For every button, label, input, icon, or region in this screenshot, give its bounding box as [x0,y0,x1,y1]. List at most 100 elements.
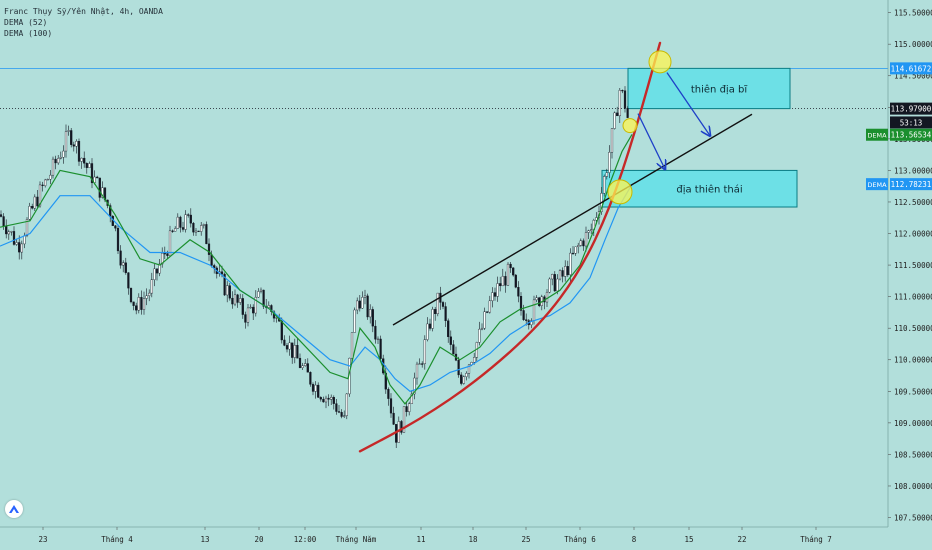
arrow-0 [666,72,710,136]
candle-body [304,363,307,366]
candle-body [12,231,16,245]
candle-body [202,224,205,226]
price-label-2: 53:13 [900,118,923,127]
candle-body [293,345,296,358]
y-tick-label-12: 109.50000 [894,387,932,396]
candle-body [179,216,182,228]
candle-body [137,297,140,311]
candle-body [522,310,525,320]
candle-body [408,403,411,413]
candle-body [608,152,611,173]
x-tick-label-11: 15 [684,535,693,544]
candle-body [460,374,463,384]
candle-body [387,388,390,399]
candle-body [618,90,621,117]
candle-body [127,272,130,289]
candle-body [499,283,502,287]
candle-body [532,299,536,321]
highlight-circle-1 [622,118,638,134]
tradingview-logo-icon[interactable] [5,500,23,518]
candle-body [327,397,330,400]
y-tick-label-16: 107.50000 [894,514,932,523]
candle-body [176,216,179,229]
candle-body [410,393,413,404]
price-label-box-4 [890,178,932,191]
candle-body [20,243,23,253]
candle-body [192,223,195,233]
candle-body [363,295,367,298]
candle-body [449,336,452,345]
candle-body [122,262,125,266]
candle-body [374,325,377,340]
candle-body [200,225,203,232]
candle-body [556,278,559,292]
candle-body [623,90,627,109]
price-label-box-0 [890,62,932,75]
candle-body [189,214,192,224]
candle-body [194,230,198,233]
y-tick-label-1: 115.00000 [894,40,932,49]
candle-body [332,397,335,404]
candle-body [296,345,299,359]
candle-body [54,158,57,164]
candle-body [551,274,554,280]
candle-body [582,240,585,247]
price-tag-box-3 [866,128,888,141]
candle-body [38,184,42,207]
candle-body [153,268,156,280]
candle-body [496,283,499,297]
candle-body [504,276,507,286]
candle-body [241,298,244,315]
candle-body [574,246,577,254]
x-tick-label-12: 22 [737,535,746,544]
candle-body [538,297,541,306]
price-label-box-1 [890,102,932,115]
candle-body [392,412,395,425]
candle-body [207,243,211,255]
x-tick-label-3: 20 [254,535,264,544]
candle-body [371,309,374,327]
arrow-1 [637,113,665,170]
chart-legend: Franc Thụy Sỹ/Yên Nhật, 4h, OANDA DEMA (… [4,6,163,39]
candle-body [114,225,117,229]
x-tick-label-2: 13 [200,535,209,544]
y-tick-label-0: 115.50000 [894,9,932,18]
candle-body [288,342,291,350]
candle-body [431,309,434,329]
candle-body [506,263,510,286]
highlight-circle-2 [607,179,633,205]
candle-body [72,144,75,147]
candle-body [584,232,588,247]
candle-body [166,253,169,256]
candle-body [5,225,8,235]
x-tick-label-9: Tháng 6 [564,535,596,544]
candle-body [509,263,512,269]
candle-body [358,300,361,309]
candle-body [77,141,81,162]
candle-body [587,230,590,233]
candle-body [579,240,582,246]
candle-body [525,319,528,321]
x-tick-label-0: 23 [38,535,47,544]
candle-body [483,311,486,329]
candle-body [301,365,304,368]
candle-body [566,266,569,276]
y-tick-label-14: 108.50000 [894,450,932,459]
candle-body [231,297,234,305]
candle-body [148,292,151,296]
candle-body [343,415,346,417]
candle-body [361,297,364,309]
candle-body [7,231,10,235]
x-tick-label-7: 18 [468,535,478,544]
candle-body [486,311,489,313]
candle-body [366,295,369,318]
candle-body [197,230,200,232]
y-tick-label-7: 112.00000 [894,230,932,239]
candle-body [616,112,619,117]
candle-body [62,150,65,158]
candle-body [41,184,44,186]
candle-body [519,296,523,311]
candle-body [254,296,257,314]
candle-body [400,421,403,433]
